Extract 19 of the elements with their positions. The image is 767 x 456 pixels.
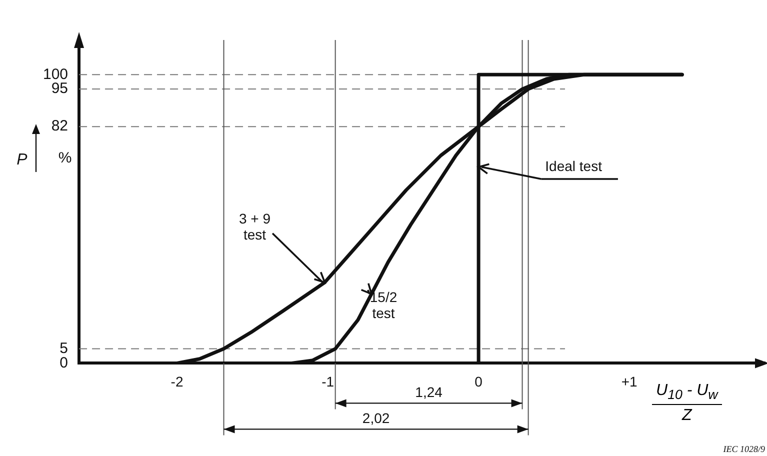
text: %: [58, 149, 72, 166]
y-tick-label: 82: [51, 118, 68, 135]
annotation: 15/2 test: [370, 288, 398, 321]
y-tick-label: 5: [60, 340, 68, 357]
x-axis-title: U$_{10}$ - U$_{w}$: [652, 382, 722, 406]
x-tick-label: -1: [322, 373, 334, 390]
y-axis-title: P: [16, 151, 28, 168]
x-tick-label: -2: [170, 373, 184, 390]
y-tick-label: 100: [42, 66, 68, 83]
text: 1,24: [415, 384, 443, 400]
x-tick-label: 0: [474, 373, 483, 390]
annotation: Ideal test: [545, 158, 602, 174]
text: 2,02: [362, 410, 390, 426]
text: IEC 1028/9: [722, 444, 766, 454]
y-tick-label: 95: [51, 80, 68, 98]
text: Z: [680, 406, 694, 426]
x-tick-label: +1: [621, 373, 638, 390]
y-tick-label: 0: [60, 354, 68, 372]
annotation: 3 + 9 test: [239, 210, 271, 242]
